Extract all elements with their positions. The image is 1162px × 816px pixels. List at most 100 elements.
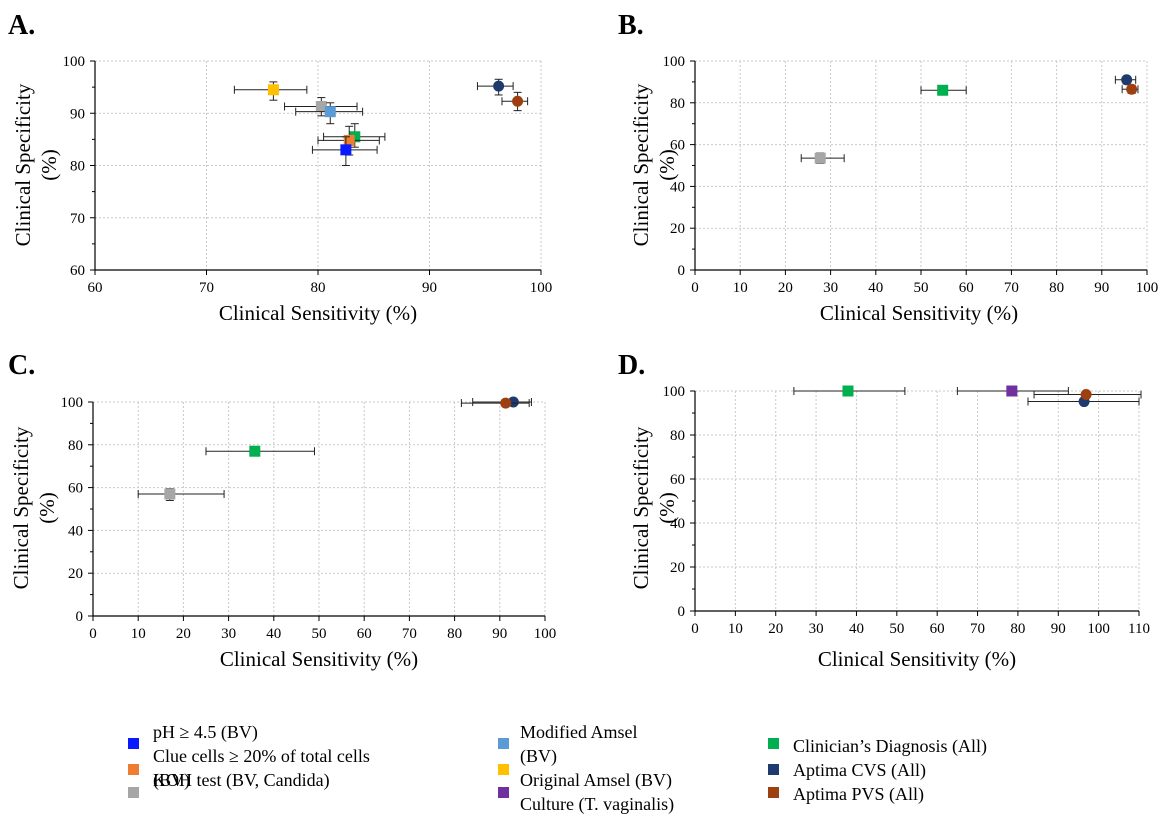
legend-swatch-original-amsel bbox=[498, 764, 509, 775]
legend-text: Aptima PVS (All) bbox=[793, 784, 925, 804]
x-tick-label: 30 bbox=[823, 280, 838, 296]
legend-label-ph: pH ≥ 4.5 (BV) bbox=[153, 720, 258, 744]
y-tick-label: 20 bbox=[68, 566, 83, 582]
y-tick-label: 60 bbox=[70, 263, 85, 279]
y-tick-label: 70 bbox=[70, 211, 85, 227]
point-koh bbox=[800, 152, 845, 164]
panel-label: B. bbox=[618, 10, 644, 41]
x-tick-label: 40 bbox=[868, 280, 883, 296]
legend-label-aptima-pvs: Aptima PVS (All) bbox=[793, 782, 924, 806]
square-marker bbox=[324, 106, 336, 118]
x-tick-label: 60 bbox=[357, 626, 372, 642]
y-tick-label: 90 bbox=[70, 106, 85, 122]
legend-label-clinician: Clinician’s Diagnosis (All) bbox=[793, 734, 987, 758]
x-tick-label: 80 bbox=[1049, 280, 1064, 296]
point-aptima-cvs bbox=[476, 78, 514, 96]
x-tick-label: 50 bbox=[914, 280, 929, 296]
y-tick-label: 0 bbox=[678, 604, 686, 620]
point-ph bbox=[311, 136, 378, 166]
legend-text: Original Amsel (BV) bbox=[520, 770, 672, 790]
point-culture bbox=[956, 385, 1069, 397]
panel-b: B. 0 10 20 30 40 50 60 70 80 90 100 0 20 40 60 80 100 Clin… bbox=[618, 10, 1158, 325]
legend-text: Modified Amsel bbox=[520, 722, 638, 742]
x-tick-label: 60 bbox=[930, 621, 945, 637]
y-tick-label: 60 bbox=[670, 472, 685, 488]
x-tick-label: 10 bbox=[728, 621, 743, 637]
legend-label-original-amsel: Original Amsel (BV) bbox=[520, 768, 672, 792]
point-aptima-pvs bbox=[1121, 83, 1139, 95]
x-tick-label: 0 bbox=[89, 626, 97, 642]
point-aptima-pvs bbox=[1033, 389, 1142, 401]
x-axis-title: Clinical Sensitivity (%) bbox=[820, 301, 1018, 325]
x-tick-label: 90 bbox=[1094, 280, 1109, 296]
y-tick-label: 100 bbox=[61, 395, 84, 411]
y-tick-label: 80 bbox=[670, 96, 685, 112]
x-tick-label: 100 bbox=[1136, 280, 1159, 296]
panel-label: D. bbox=[618, 350, 645, 381]
y-axis-title: Clinical Specificity(%) bbox=[629, 426, 679, 589]
legend-text: Culture (T. vaginalis) bbox=[520, 794, 675, 814]
y-tick-label: 0 bbox=[76, 609, 84, 625]
y-tick-label: 20 bbox=[670, 221, 685, 237]
y-tick-label: 80 bbox=[70, 159, 85, 175]
x-tick-label: 10 bbox=[733, 280, 748, 296]
circle-marker bbox=[500, 397, 512, 409]
y-tick-label: 100 bbox=[663, 384, 686, 400]
x-tick-label: 50 bbox=[312, 626, 327, 642]
legend-text: pH ≥ 4.5 (BV) bbox=[153, 722, 258, 742]
y-axis-title: Clinical Specificity(%) bbox=[9, 426, 59, 589]
y-tick-label: 40 bbox=[68, 523, 83, 539]
x-tick-label: 110 bbox=[1128, 621, 1150, 637]
point-aptima-cvs bbox=[1114, 74, 1137, 86]
x-tick-label: 100 bbox=[534, 626, 557, 642]
legend-swatch-aptima-pvs bbox=[768, 787, 779, 798]
legend-label-aptima-cvs: Aptima CVS (All) bbox=[793, 758, 926, 782]
legend-text: KOH test (BV, Candida) bbox=[153, 770, 330, 790]
x-tick-label: 60 bbox=[88, 280, 103, 296]
y-tick-label: 100 bbox=[63, 54, 86, 70]
x-tick-label: 70 bbox=[970, 621, 985, 637]
x-tick-label: 90 bbox=[422, 280, 437, 296]
square-marker bbox=[340, 144, 352, 156]
x-tick-label: 40 bbox=[849, 621, 864, 637]
panel-a: A. 60 70 80 90 100 60 70 80 90 100 Clinical Sensiti… bbox=[8, 10, 552, 325]
circle-marker bbox=[1126, 83, 1138, 95]
legend-swatch-clinician bbox=[768, 738, 779, 749]
x-tick-label: 10 bbox=[131, 626, 146, 642]
square-marker bbox=[814, 152, 826, 164]
y-tick-label: 80 bbox=[68, 438, 83, 454]
x-tick-label: 100 bbox=[1087, 621, 1110, 637]
x-tick-label: 20 bbox=[778, 280, 793, 296]
legend-text: Clue cells ≥ 20% of total cells bbox=[153, 746, 370, 766]
x-axis-title: Clinical Sensitivity (%) bbox=[818, 647, 1016, 671]
x-tick-label: 50 bbox=[889, 621, 904, 637]
point-aptima-pvs bbox=[501, 91, 529, 112]
legend-text: (BV) bbox=[153, 770, 190, 790]
legend-swatch-modified-amsel bbox=[498, 738, 509, 749]
x-tick-label: 70 bbox=[1004, 280, 1019, 296]
square-marker bbox=[842, 385, 854, 397]
legend-swatch-ph bbox=[128, 738, 139, 749]
square-marker bbox=[315, 100, 327, 112]
x-tick-label: 70 bbox=[199, 280, 214, 296]
point-clinician bbox=[205, 445, 315, 457]
circle-marker bbox=[493, 80, 505, 92]
circle-marker bbox=[1121, 74, 1133, 86]
legend-label-clue: Clue cells ≥ 20% of total cells (BV) bbox=[153, 744, 370, 792]
panel-label: C. bbox=[8, 350, 35, 381]
x-tick-label: 20 bbox=[176, 626, 191, 642]
x-tick-label: 0 bbox=[691, 621, 699, 637]
x-tick-label: 30 bbox=[221, 626, 236, 642]
x-tick-label: 80 bbox=[447, 626, 462, 642]
square-marker bbox=[249, 445, 261, 457]
x-tick-label: 70 bbox=[402, 626, 417, 642]
legend-swatch-culture bbox=[498, 787, 509, 798]
x-tick-label: 90 bbox=[492, 626, 507, 642]
x-axis-title: Clinical Sensitivity (%) bbox=[220, 647, 418, 671]
x-tick-label: 90 bbox=[1051, 621, 1066, 637]
y-tick-label: 0 bbox=[678, 263, 686, 279]
y-axis-title: Clinical Specificity(%) bbox=[11, 83, 61, 246]
y-tick-label: 40 bbox=[670, 516, 685, 532]
circle-marker bbox=[1080, 389, 1092, 401]
circle-marker bbox=[512, 95, 524, 107]
